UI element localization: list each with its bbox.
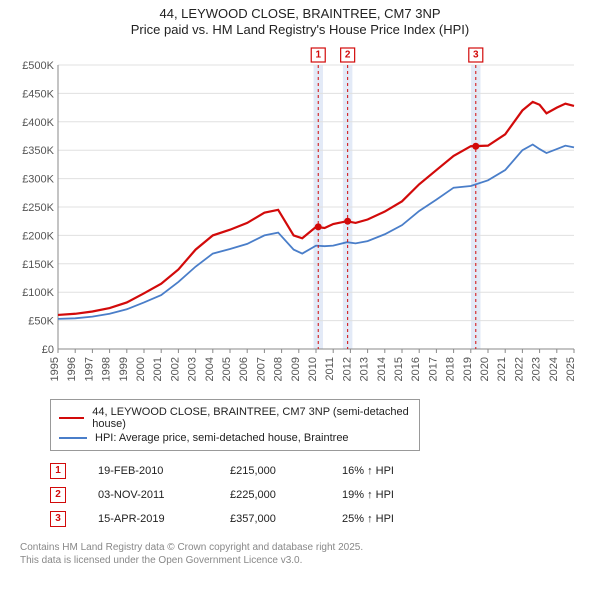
txn-delta: 19% ↑ HPI [342,489,432,501]
legend: 44, LEYWOOD CLOSE, BRAINTREE, CM7 3NP (s… [50,399,420,451]
txn-price: £215,000 [230,465,310,477]
txn-marker-3: 3 [50,511,66,527]
svg-text:2022: 2022 [513,357,525,381]
svg-text:2016: 2016 [410,357,422,381]
svg-text:£500K: £500K [22,60,54,72]
svg-text:2000: 2000 [135,357,147,381]
footnote-line1: Contains HM Land Registry data © Crown c… [20,541,600,554]
svg-text:2008: 2008 [273,357,285,381]
svg-text:1995: 1995 [49,357,61,381]
svg-text:2006: 2006 [238,357,250,381]
txn-date: 19-FEB-2010 [98,465,198,477]
svg-text:1998: 1998 [101,357,113,381]
svg-text:2018: 2018 [445,357,457,381]
svg-text:2007: 2007 [255,357,267,381]
legend-swatch-blue [59,437,87,439]
svg-text:2015: 2015 [393,357,405,381]
svg-text:£50K: £50K [28,315,54,327]
svg-text:£400K: £400K [22,116,54,128]
price-chart: £0 £50K £100K £150K £200K £250K £300K £350K £400… [20,43,580,393]
table-row: 1 19-FEB-2010 £215,000 16% ↑ HPI [50,459,600,483]
svg-text:£250K: £250K [22,202,54,214]
svg-text:2017: 2017 [427,357,439,381]
svg-text:3: 3 [473,49,479,60]
svg-text:2: 2 [345,49,351,60]
txn-price: £225,000 [230,489,310,501]
svg-text:1997: 1997 [83,357,95,381]
txn-price: £357,000 [230,513,310,525]
svg-text:2013: 2013 [359,357,371,381]
svg-text:1996: 1996 [66,357,78,381]
txn-marker-2: 2 [50,487,66,503]
chart-title: 44, LEYWOOD CLOSE, BRAINTREE, CM7 3NP Pr… [0,0,600,39]
svg-text:2004: 2004 [204,357,216,381]
title-line2: Price paid vs. HM Land Registry's House … [0,22,600,38]
svg-text:£300K: £300K [22,173,54,185]
table-row: 3 15-APR-2019 £357,000 25% ↑ HPI [50,507,600,531]
svg-text:2024: 2024 [548,357,560,381]
svg-text:2001: 2001 [152,357,164,381]
svg-text:2005: 2005 [221,357,233,381]
legend-item-blue: HPI: Average price, semi-detached house,… [59,432,411,444]
footnote: Contains HM Land Registry data © Crown c… [20,541,600,567]
svg-text:2009: 2009 [290,357,302,381]
svg-text:2014: 2014 [376,357,388,381]
svg-text:£200K: £200K [22,230,54,242]
txn-marker-1: 1 [50,463,66,479]
svg-text:1: 1 [315,49,321,60]
txn-delta: 25% ↑ HPI [342,513,432,525]
svg-text:2002: 2002 [169,357,181,381]
txn-delta: 16% ↑ HPI [342,465,432,477]
svg-text:2025: 2025 [565,357,577,381]
svg-text:2003: 2003 [187,357,199,381]
txn-date: 03-NOV-2011 [98,489,198,501]
svg-text:£350K: £350K [22,145,54,157]
svg-text:2011: 2011 [324,357,336,381]
legend-swatch-red [59,417,84,419]
svg-text:2010: 2010 [307,357,319,381]
svg-text:2019: 2019 [462,357,474,381]
txn-date: 15-APR-2019 [98,513,198,525]
table-row: 2 03-NOV-2011 £225,000 19% ↑ HPI [50,483,600,507]
svg-text:1999: 1999 [118,357,130,381]
chart-svg: £0 £50K £100K £150K £200K £250K £300K £350K £400… [20,43,580,393]
svg-text:£450K: £450K [22,88,54,100]
svg-text:£0: £0 [42,344,54,356]
svg-text:£100K: £100K [22,287,54,299]
svg-text:£150K: £150K [22,258,54,270]
transaction-table: 1 19-FEB-2010 £215,000 16% ↑ HPI 2 03-NO… [50,459,600,531]
svg-text:2023: 2023 [531,357,543,381]
svg-text:2012: 2012 [341,357,353,381]
title-line1: 44, LEYWOOD CLOSE, BRAINTREE, CM7 3NP [0,6,600,22]
legend-label-blue: HPI: Average price, semi-detached house,… [95,432,349,444]
svg-text:2021: 2021 [496,357,508,381]
svg-text:2020: 2020 [479,357,491,381]
footnote-line2: This data is licensed under the Open Gov… [20,554,600,567]
legend-label-red: 44, LEYWOOD CLOSE, BRAINTREE, CM7 3NP (s… [92,406,411,430]
legend-item-red: 44, LEYWOOD CLOSE, BRAINTREE, CM7 3NP (s… [59,406,411,430]
